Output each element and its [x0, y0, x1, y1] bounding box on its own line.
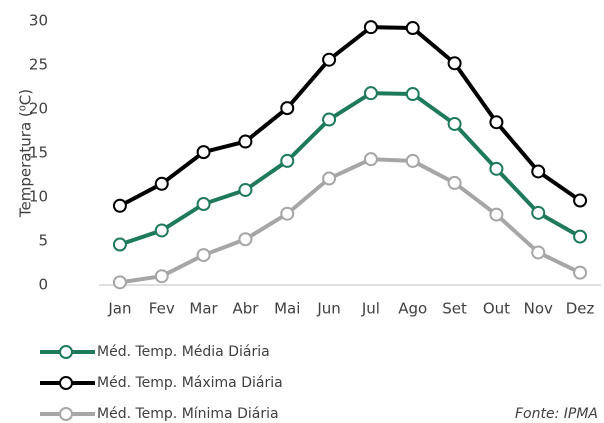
x-tick-label: Fev [149, 300, 175, 318]
x-tick-label: Mai [274, 300, 300, 318]
x-tick-label: Jul [361, 300, 380, 318]
x-tick-label: Abr [232, 300, 259, 318]
marker [238, 182, 253, 197]
legend-label: Méd. Temp. Média Diária [97, 344, 270, 360]
x-tick-label: Ago [398, 300, 427, 318]
y-tick-label: 0 [38, 276, 48, 294]
x-tick-label: Jun [316, 300, 340, 318]
marker [196, 145, 211, 160]
marker [154, 176, 169, 191]
marker [363, 20, 378, 35]
marker [238, 134, 253, 149]
marker [363, 152, 378, 167]
marker [447, 56, 462, 71]
marker [405, 87, 420, 102]
legend-label: Méd. Temp. Máxima Diária [97, 375, 283, 391]
series-line [119, 157, 581, 285]
marker [322, 52, 337, 67]
marker [322, 112, 337, 127]
marker [531, 205, 546, 220]
y-axis-label: Temperatura (⁰C) [17, 89, 35, 218]
x-tick-label: Out [483, 300, 510, 318]
legend-label: Méd. Temp. Mínima Diária [97, 406, 279, 422]
x-tick-label: Dez [566, 300, 595, 318]
marker [573, 229, 588, 244]
marker [447, 116, 462, 131]
marker [112, 275, 127, 290]
series-line [119, 91, 582, 247]
marker [112, 237, 127, 252]
marker [196, 197, 211, 212]
marker [196, 248, 211, 263]
legend-marker [59, 407, 73, 421]
series-line [118, 25, 582, 208]
marker [573, 193, 588, 208]
marker [154, 223, 169, 238]
marker [489, 115, 504, 130]
marker [531, 245, 546, 260]
legend-marker [59, 376, 73, 390]
marker [405, 21, 420, 36]
marker [238, 232, 253, 247]
y-tick-label: 5 [38, 232, 48, 250]
marker [405, 153, 420, 168]
x-tick-label: Jan [107, 300, 131, 318]
y-tick-label: 25 [29, 56, 48, 74]
x-tick-label: Mar [189, 300, 218, 318]
legend-marker [59, 345, 73, 359]
y-tick-label: 20 [29, 100, 48, 118]
source: Fonte: IPMA [515, 406, 598, 422]
marker [573, 265, 588, 280]
marker [489, 161, 504, 176]
marker [531, 164, 546, 179]
y-tick-label: 15 [29, 144, 48, 162]
marker [322, 171, 337, 186]
marker [280, 101, 295, 116]
marker [447, 175, 462, 190]
marker [489, 207, 504, 222]
marker [154, 269, 169, 284]
x-tick-label: Nov [524, 300, 553, 318]
marker [363, 86, 378, 101]
x-tick-label: Set [442, 300, 467, 318]
marker [112, 198, 127, 213]
y-tick-label: 10 [29, 188, 48, 206]
marker [280, 153, 295, 168]
marker [280, 206, 295, 221]
y-tick-label: 30 [29, 12, 48, 30]
